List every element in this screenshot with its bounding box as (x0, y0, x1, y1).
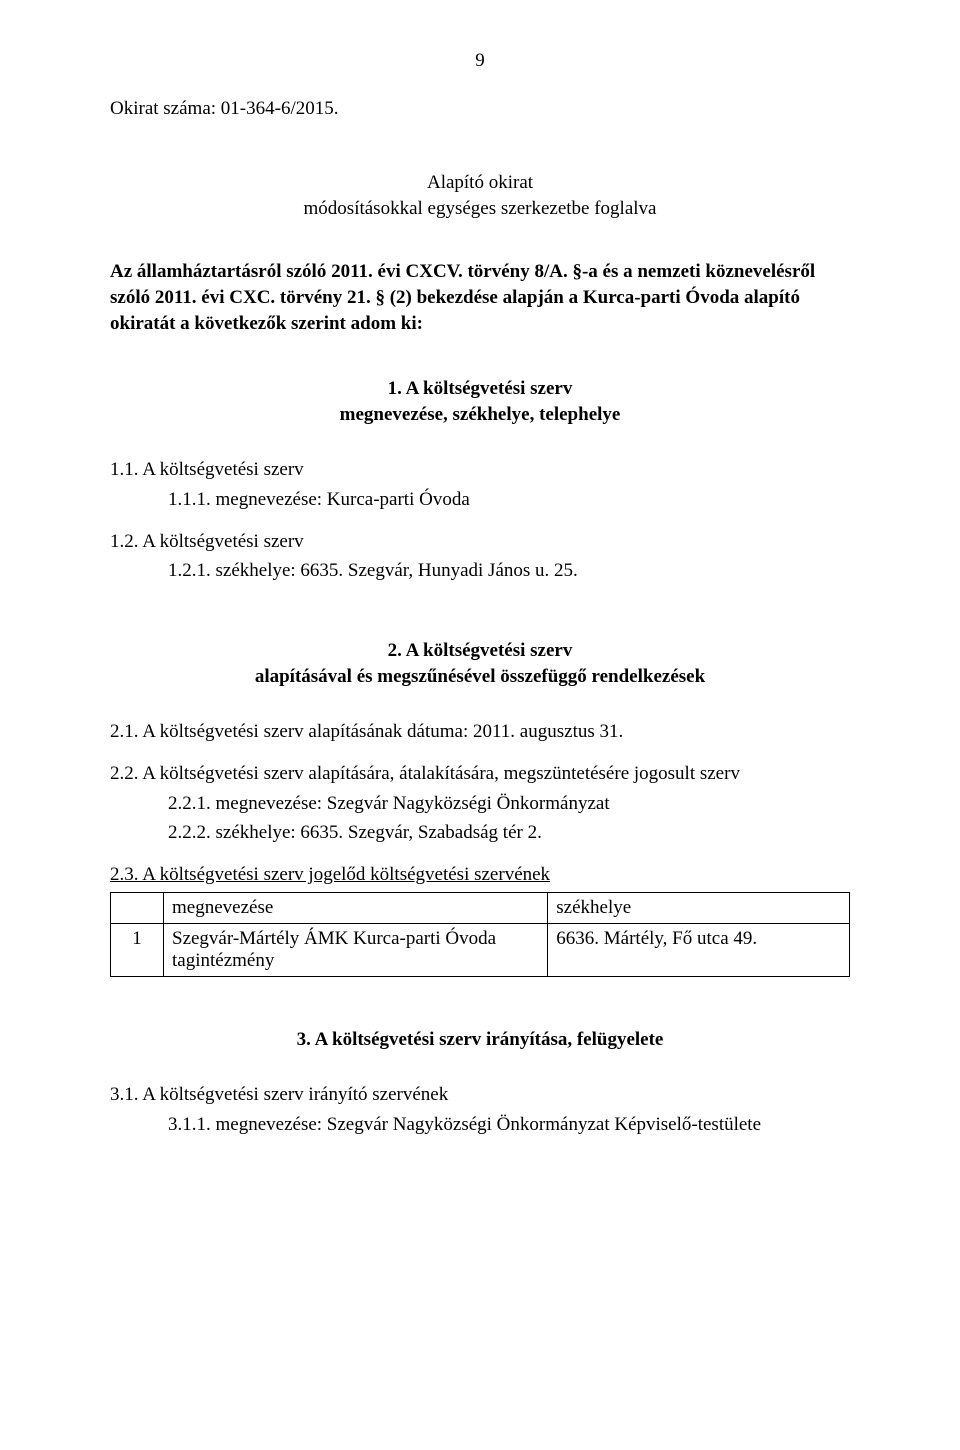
title-block: Alapító okirat módosításokkal egységes s… (110, 170, 850, 221)
sec2-2.1: 2.1. A költségvetési szerv alapításának … (110, 719, 850, 745)
sec2-2.2.2: 2.2.2. székhelye: 6635. Szegvár, Szabads… (110, 820, 850, 846)
section-3-heading: 3. A költségvetési szerv irányítása, fel… (110, 1027, 850, 1053)
spacer (110, 588, 850, 622)
title-line-2: módosításokkal egységes szerkezetbe fogl… (110, 196, 850, 222)
intro-text-b: Kurca-parti Óvoda (583, 287, 739, 308)
table-header-name: megnevezése (164, 892, 548, 923)
document-page: 9 Okirat száma: 01-364-6/2015. Alapító o… (0, 0, 960, 1450)
section-1-heading: 1. A költségvetési szerv megnevezése, sz… (110, 376, 850, 427)
sec2-2.3-text: 2.3. A költségvetési szerv jogelőd költs… (110, 864, 550, 885)
spacer (110, 850, 850, 862)
sec3-heading-l1: 3. A költségvetési szerv irányítása, fel… (110, 1027, 850, 1053)
sec1-1.1: 1.1. A költségvetési szerv (110, 457, 850, 483)
sec1-heading-l2: megnevezése, székhelye, telephelye (110, 402, 850, 428)
okirat-number: Okirat száma: 01-364-6/2015. (110, 98, 850, 120)
sec1-1.2.1: 1.2.1. székhelye: 6635. Szegvár, Hunyadi… (110, 558, 850, 584)
spacer (110, 977, 850, 1011)
sec2-heading-l1: 2. A költségvetési szerv (110, 638, 850, 664)
sec2-heading-l2: alapításával és megszűnésével összefüggő… (110, 664, 850, 690)
sec1-1.2: 1.2. A költségvetési szerv (110, 529, 850, 555)
sec2-2.3: 2.3. A költségvetési szerv jogelőd költs… (110, 862, 850, 888)
spacer (110, 749, 850, 761)
table-header-blank (111, 892, 164, 923)
spacer (110, 517, 850, 529)
section-2-heading: 2. A költségvetési szerv alapításával és… (110, 638, 850, 689)
table-header-row: megnevezése székhelye (111, 892, 850, 923)
sec2-2.2: 2.2. A költségvetési szerv alapítására, … (110, 761, 850, 787)
sec1-heading-l1: 1. A költségvetési szerv (110, 376, 850, 402)
sec2-2.2.1: 2.2.1. megnevezése: Szegvár Nagyközségi … (110, 791, 850, 817)
sec3-3.1: 3.1. A költségvetési szerv irányító szer… (110, 1082, 850, 1108)
table-row: 1 Szegvár-Mártély ÁMK Kurca-parti Óvoda … (111, 923, 850, 976)
intro-paragraph: Az államháztartásról szóló 2011. évi CXC… (110, 259, 850, 336)
table-cell-num: 1 (111, 923, 164, 976)
sec1-1.1.1: 1.1.1. megnevezése: Kurca-parti Óvoda (110, 487, 850, 513)
title-line-1: Alapító okirat (110, 170, 850, 196)
table-header-addr: székhelye (548, 892, 850, 923)
page-number: 9 (110, 50, 850, 72)
sec3-3.1.1: 3.1.1. megnevezése: Szegvár Nagyközségi … (110, 1112, 850, 1138)
predecessor-table: megnevezése székhelye 1 Szegvár-Mártély … (110, 892, 850, 977)
table-cell-name: Szegvár-Mártély ÁMK Kurca-parti Óvoda ta… (164, 923, 548, 976)
table-cell-addr: 6636. Mártély, Fő utca 49. (548, 923, 850, 976)
